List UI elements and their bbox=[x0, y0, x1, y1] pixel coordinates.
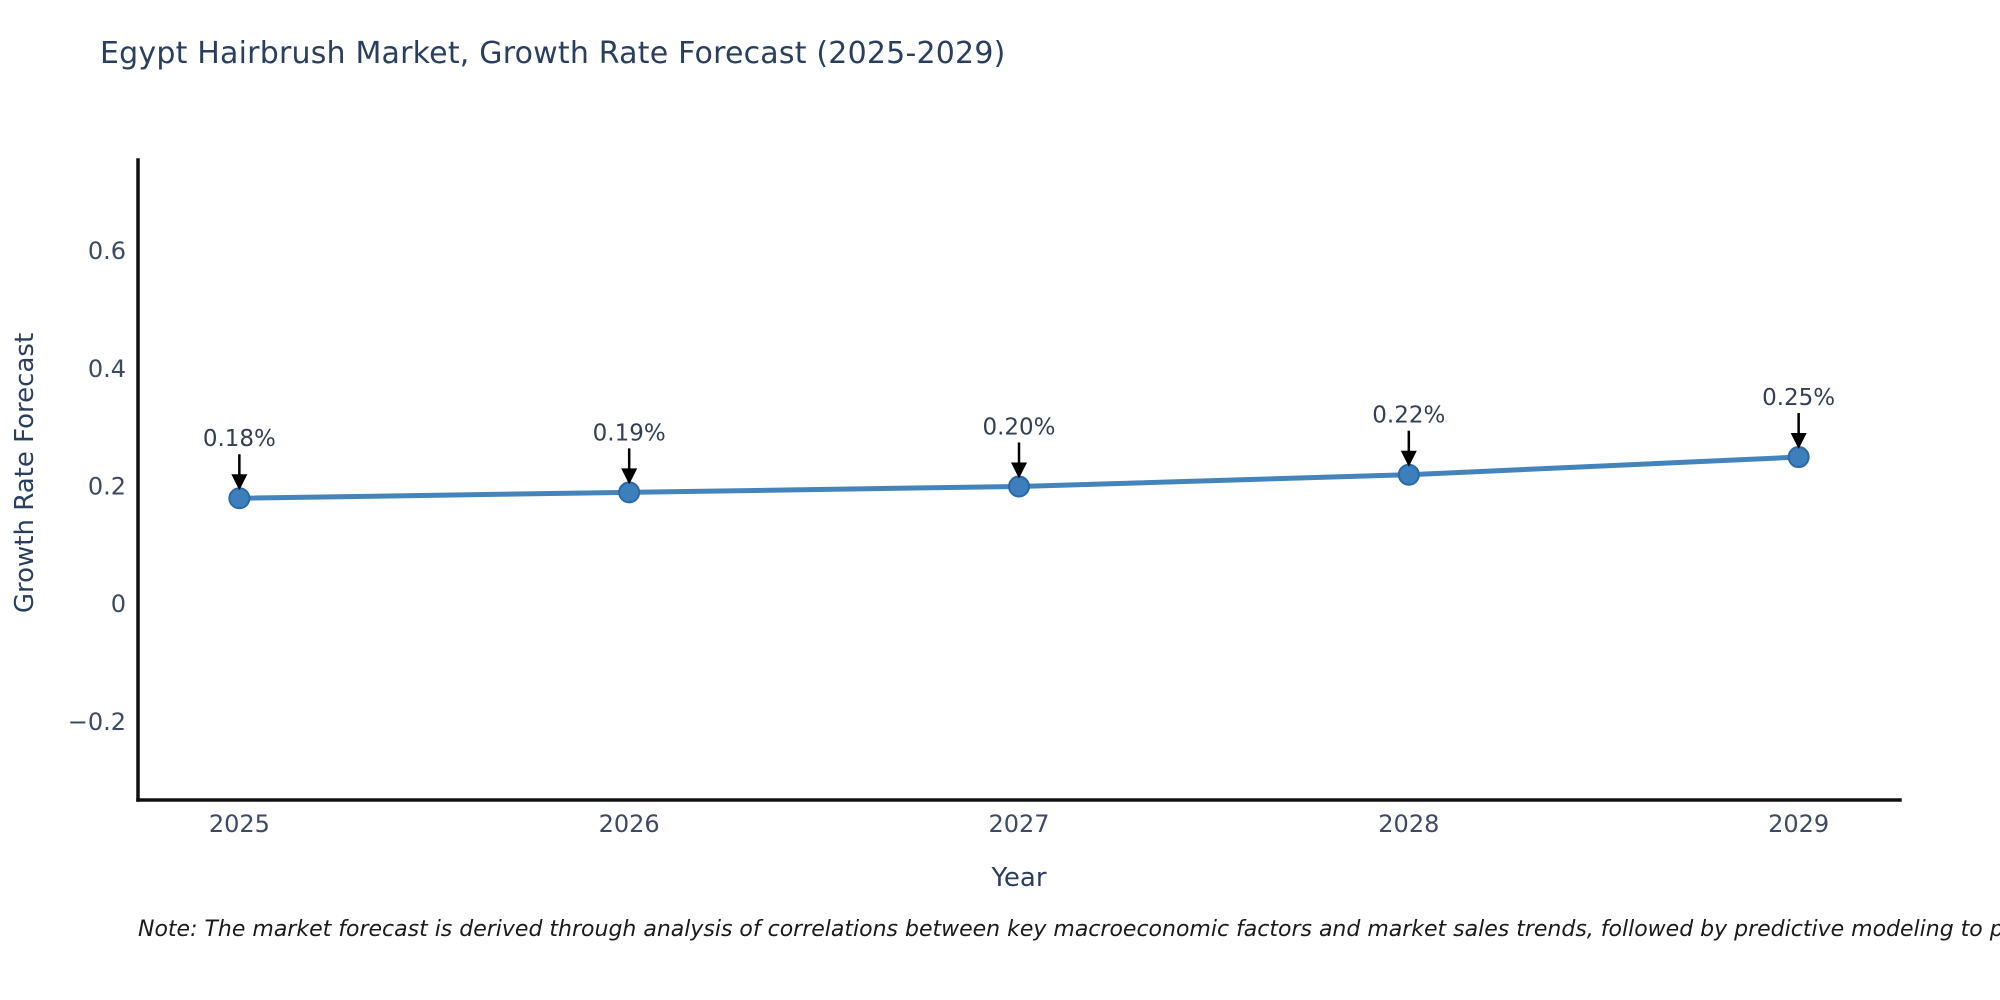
y-tick-label: 0.6 bbox=[88, 237, 126, 265]
x-tick-label: 2029 bbox=[1768, 810, 1829, 838]
annotation-arrowhead bbox=[1011, 462, 1027, 479]
point-value-label: 0.19% bbox=[593, 420, 666, 446]
y-tick-label: −0.2 bbox=[68, 708, 126, 736]
data-point-marker bbox=[1397, 463, 1420, 486]
data-point-marker bbox=[618, 481, 641, 504]
annotation-arrowhead bbox=[621, 468, 638, 485]
point-value-label: 0.20% bbox=[982, 414, 1055, 440]
annotation-arrowhead bbox=[1400, 450, 1417, 467]
y-tick-label: 0.2 bbox=[88, 472, 126, 500]
annotation-arrowhead bbox=[231, 474, 248, 491]
data-point-marker bbox=[1008, 475, 1030, 498]
x-tick-label: 2026 bbox=[599, 810, 660, 838]
plot-layer: −0.2 0 0.2 0.4 0.6 2025 2026 2027 2028 2029 0.18% 0… bbox=[68, 158, 1902, 838]
data-point-marker bbox=[228, 487, 251, 510]
point-value-label: 0.25% bbox=[1762, 385, 1835, 411]
data-point-marker bbox=[1787, 446, 1810, 469]
x-tick-label: 2027 bbox=[988, 810, 1049, 838]
y-tick-label: 0.4 bbox=[88, 355, 126, 383]
y-axis-title: Growth Rate Forecast bbox=[10, 333, 40, 613]
y-tick-label: 0 bbox=[111, 590, 126, 618]
x-tick-label: 2025 bbox=[209, 810, 270, 838]
footnote: Note: The market forecast is derived thr… bbox=[138, 917, 2000, 942]
chart-title: Egypt Hairbrush Market, Growth Rate Fore… bbox=[100, 36, 1006, 71]
x-axis-title: Year bbox=[990, 863, 1046, 893]
point-value-label: 0.18% bbox=[203, 426, 276, 452]
x-tick-label: 2028 bbox=[1378, 810, 1439, 838]
annotation-arrowhead bbox=[1790, 433, 1807, 450]
point-value-label: 0.22% bbox=[1372, 403, 1445, 429]
